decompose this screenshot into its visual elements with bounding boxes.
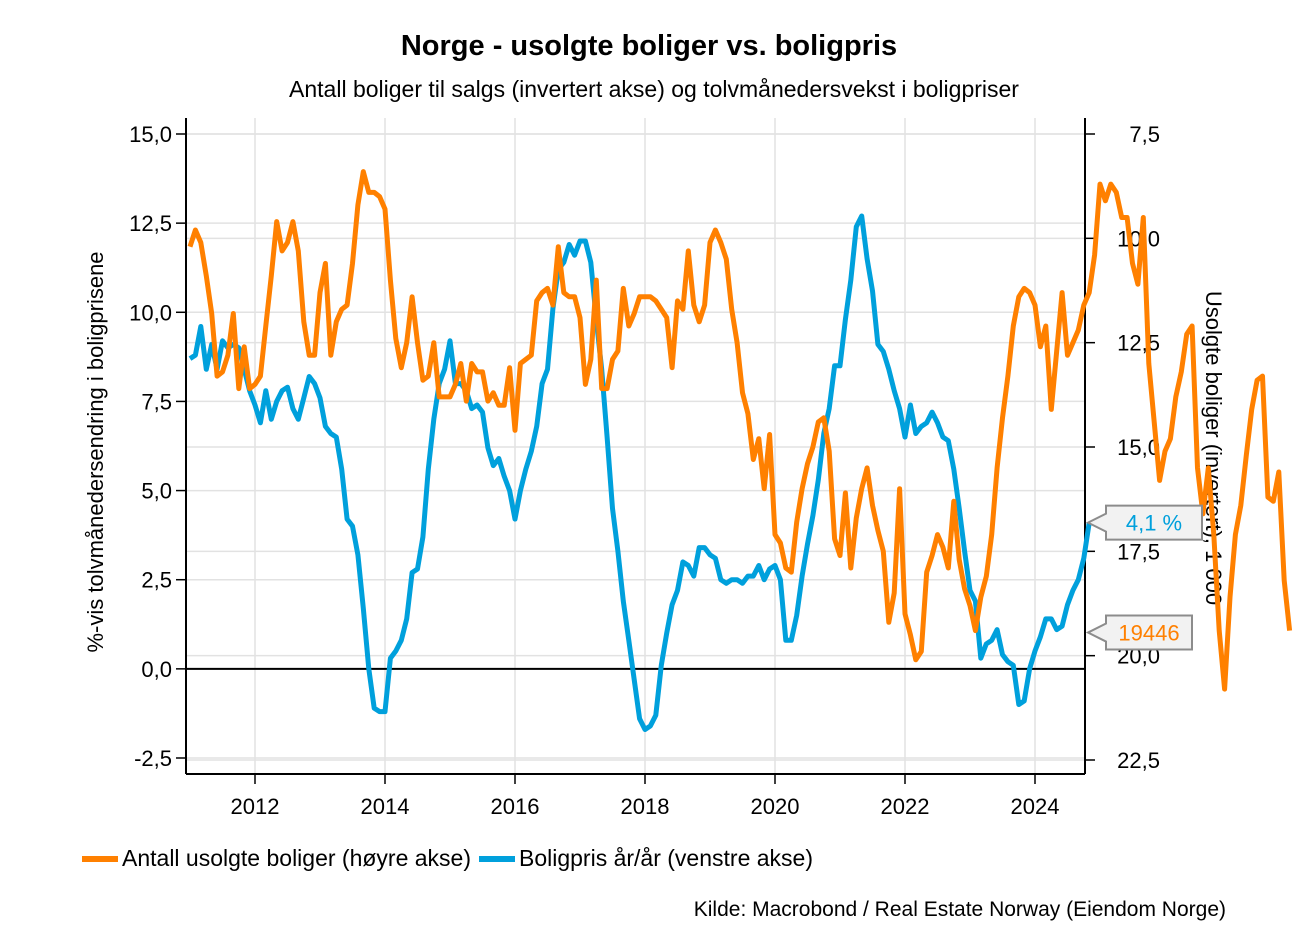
legend-label-unsold: Antall usolgte boliger (høyre akse) <box>122 845 471 871</box>
right-tick-label: 22,5 <box>1117 748 1160 773</box>
left-tick-label: 15,0 <box>129 122 172 147</box>
axes: 15,012,510,07,55,02,50,0-2,57,510,012,51… <box>83 118 1226 819</box>
x-tick-label: 2014 <box>361 794 410 819</box>
left-tick-label: 2,5 <box>141 568 172 593</box>
source-note: Kilde: Macrobond / Real Estate Norway (E… <box>693 898 1226 921</box>
legend: Antall usolgte boliger (høyre akse) Boli… <box>82 845 821 872</box>
left-axis-title: %-vis tolvmånedersendring i boligprisene <box>83 251 108 652</box>
callout-label: 19446 <box>1118 621 1179 646</box>
right-tick-label: 15,0 <box>1117 435 1160 460</box>
x-tick-label: 2012 <box>231 794 280 819</box>
x-tick-label: 2016 <box>491 794 540 819</box>
callout-box <box>1085 504 1203 541</box>
left-tick-label: 5,0 <box>141 479 172 504</box>
left-tick-label: 12,5 <box>129 211 172 236</box>
chart-title: Norge - usolgte boliger vs. boligpris <box>400 30 898 62</box>
callout-label: 4,1 % <box>1126 511 1182 536</box>
x-tick-label: 2020 <box>751 794 800 819</box>
series-layer <box>187 169 1293 732</box>
x-tick-label: 2018 <box>621 794 670 819</box>
legend-swatch-price <box>479 855 515 862</box>
callouts: 4,1 % 19446 <box>1085 504 1203 651</box>
series-line-unsold-homes <box>187 169 1293 692</box>
legend-label-price: Boligpris år/år (venstre akse) <box>519 845 813 871</box>
left-tick-label: 0,0 <box>141 657 172 682</box>
legend-entry-price: Boligpris år/år (venstre akse) <box>479 845 813 872</box>
left-tick-label: 10,0 <box>129 300 172 325</box>
x-tick-label: 2024 <box>1011 794 1060 819</box>
left-tick-label: -2,5 <box>134 746 172 771</box>
left-tick-label: 7,5 <box>141 389 172 414</box>
callout-box <box>1085 614 1193 651</box>
right-tick-label: 12,5 <box>1117 331 1160 356</box>
chart-subtitle: Antall boliger til salgs (invertert akse… <box>289 76 1019 102</box>
series-line-price-growth <box>188 213 1092 732</box>
callout-unsold-homes: 19446 <box>1085 614 1193 651</box>
callout-price-growth: 4,1 % <box>1085 504 1203 541</box>
legend-entry-unsold: Antall usolgte boliger (høyre akse) <box>82 845 471 872</box>
right-tick-label: 17,5 <box>1117 539 1160 564</box>
legend-swatch-unsold <box>82 855 118 862</box>
right-tick-label: 7,5 <box>1129 122 1160 147</box>
x-tick-label: 2022 <box>881 794 930 819</box>
